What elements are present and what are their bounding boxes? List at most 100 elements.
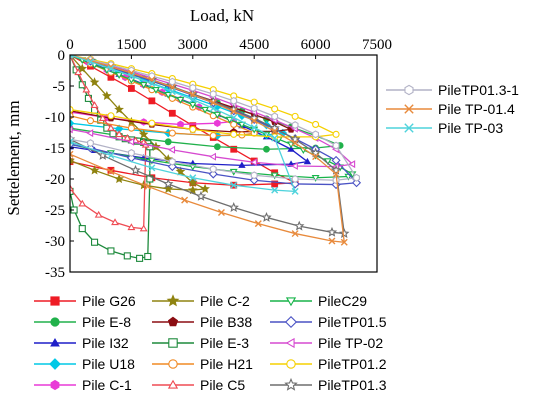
- data-point-pile-e-3: [107, 247, 115, 255]
- data-point-pile-g26: [168, 109, 176, 117]
- data-point-pile-tp-02: [127, 137, 135, 146]
- data-point-pile-c-2: [70, 155, 75, 165]
- legend-entry-piletp01-3-1: PileTP01.3-1: [386, 82, 519, 98]
- legend-entry-piletp01-2: PileTP01.2: [270, 356, 387, 372]
- data-point-pilec29: [213, 111, 222, 119]
- series-line-piletp01-3: [70, 55, 345, 235]
- data-point-pile-tp-02: [250, 158, 257, 167]
- legend-label: Pile E-8: [82, 314, 131, 330]
- series-line-pilec29: [70, 55, 354, 179]
- legend-entry-pile-e-8: Pile E-8: [34, 314, 131, 330]
- data-point-pile-c5: [115, 130, 124, 138]
- data-point-piletp01-3-1: [291, 175, 299, 183]
- legend-label: Pile TP-02: [318, 335, 383, 351]
- legend-marker: [284, 315, 298, 329]
- y-tick-label: -35: [45, 265, 65, 281]
- legend-marker: [168, 338, 178, 348]
- legend-marker: [168, 359, 178, 369]
- data-point-pilec29: [311, 175, 320, 182]
- series-line-pile-g26: [70, 55, 298, 186]
- legend-entry-pile-tp-02: Pile TP-02: [270, 335, 383, 351]
- legend-label: Pile C-2: [200, 293, 250, 309]
- data-point-pilec29: [201, 106, 210, 114]
- data-point-pile-e-3: [136, 254, 144, 262]
- y-tick-label: -30: [45, 234, 65, 250]
- data-point-pile-e-3: [144, 252, 152, 261]
- data-point-pilec29: [115, 72, 124, 79]
- data-point-piletp01-2: [250, 98, 258, 106]
- data-point-piletp01-2: [291, 112, 299, 120]
- legend-label: Pile U18: [82, 356, 135, 372]
- data-point-piletp01-3-1: [271, 112, 279, 121]
- data-point-pile-tp-01-4: [181, 196, 189, 204]
- legend-marker: [404, 123, 414, 133]
- data-point-pilec29: [188, 101, 197, 109]
- legend-label: PileTP01.3: [318, 377, 387, 393]
- data-point-pile-tp-02: [86, 129, 94, 138]
- data-point-piletp01-3-1: [87, 139, 94, 147]
- x-tick-label: 3000: [178, 37, 208, 53]
- data-point-piletp01-2: [70, 106, 74, 114]
- data-point-piletp01-3-1: [168, 157, 176, 166]
- data-point-pile-tp-01-4: [340, 238, 348, 246]
- data-point-pile-e-3: [91, 238, 99, 246]
- data-point-pile-e-3: [78, 225, 86, 233]
- legend-marker: [166, 294, 180, 307]
- data-point-pile-e-8: [213, 143, 221, 151]
- data-point-pile-i32: [238, 161, 246, 168]
- data-point-piletp01-3-1: [127, 149, 135, 157]
- data-point-pilec29: [139, 82, 148, 89]
- data-point-pile-c-2: [187, 177, 198, 187]
- data-point-pile-tp-02: [168, 145, 176, 154]
- plot-area-frame: [69, 54, 378, 273]
- data-point-pile-tp-03: [250, 124, 258, 132]
- data-point-pile-c5: [139, 224, 148, 232]
- data-point-pile-c-2: [89, 77, 100, 87]
- data-point-piletp01-3: [163, 178, 174, 189]
- data-point-piletp01-3-1: [209, 90, 217, 98]
- data-point-pilec29: [176, 96, 185, 104]
- data-point-piletp01-3-1: [189, 83, 197, 92]
- legend-marker: [286, 359, 296, 369]
- data-point-pile-tp-03: [148, 80, 156, 88]
- data-point-pile-c-2: [175, 166, 186, 176]
- legend-entry-pilec29: PileC29: [270, 293, 367, 309]
- data-point-pile-tp-03: [107, 65, 115, 73]
- data-point-piletp01-2: [148, 119, 156, 127]
- data-point-pile-tp-03: [291, 187, 299, 195]
- legend-label: PileTP01.3-1: [438, 82, 519, 98]
- y-tick-label: -10: [45, 110, 65, 126]
- data-point-pile-i32: [287, 145, 295, 152]
- legend-label: Pile TP-03: [438, 120, 503, 136]
- data-point-pile-tp-01-4: [144, 182, 152, 190]
- data-point-pile-tp-03: [107, 151, 115, 159]
- data-point-pile-tp-03: [189, 96, 197, 104]
- data-point-pile-c5: [123, 133, 132, 141]
- data-point-piletp01-5: [167, 162, 177, 172]
- y-tick-label: -15: [45, 141, 65, 157]
- data-point-pile-tp-01-4: [332, 170, 340, 178]
- data-point-pile-g26: [271, 180, 279, 188]
- data-point-piletp01-3-1: [312, 130, 320, 139]
- data-point-pile-tp-03: [271, 186, 279, 194]
- legend-marker: [285, 297, 297, 307]
- legend-marker: [50, 296, 60, 306]
- series-line-pile-tp-03: [70, 55, 297, 193]
- data-point-pile-g26: [148, 97, 156, 105]
- y-tick-label: -20: [45, 172, 65, 188]
- legend-entry-pile-h21: Pile H21: [152, 356, 253, 372]
- legend-entry-pile-i32: Pile I32: [34, 335, 129, 351]
- y-tick-label: -25: [45, 203, 65, 219]
- x-tick-label: 6000: [301, 37, 331, 53]
- data-point-pile-c-1: [214, 119, 221, 127]
- data-point-pile-tp-03: [127, 72, 135, 80]
- data-point-piletp01-5: [249, 175, 259, 185]
- data-point-pile-tp-01-4: [230, 107, 238, 115]
- data-point-pile-c5: [98, 114, 107, 121]
- data-point-piletp01-3-1: [168, 77, 176, 86]
- data-point-pile-h21: [209, 132, 217, 140]
- data-point-pile-c-2: [89, 165, 100, 175]
- data-point-pile-tp-02: [209, 152, 216, 161]
- data-point-piletp01-5: [331, 155, 341, 165]
- data-point-pile-tp-01-4: [271, 127, 279, 135]
